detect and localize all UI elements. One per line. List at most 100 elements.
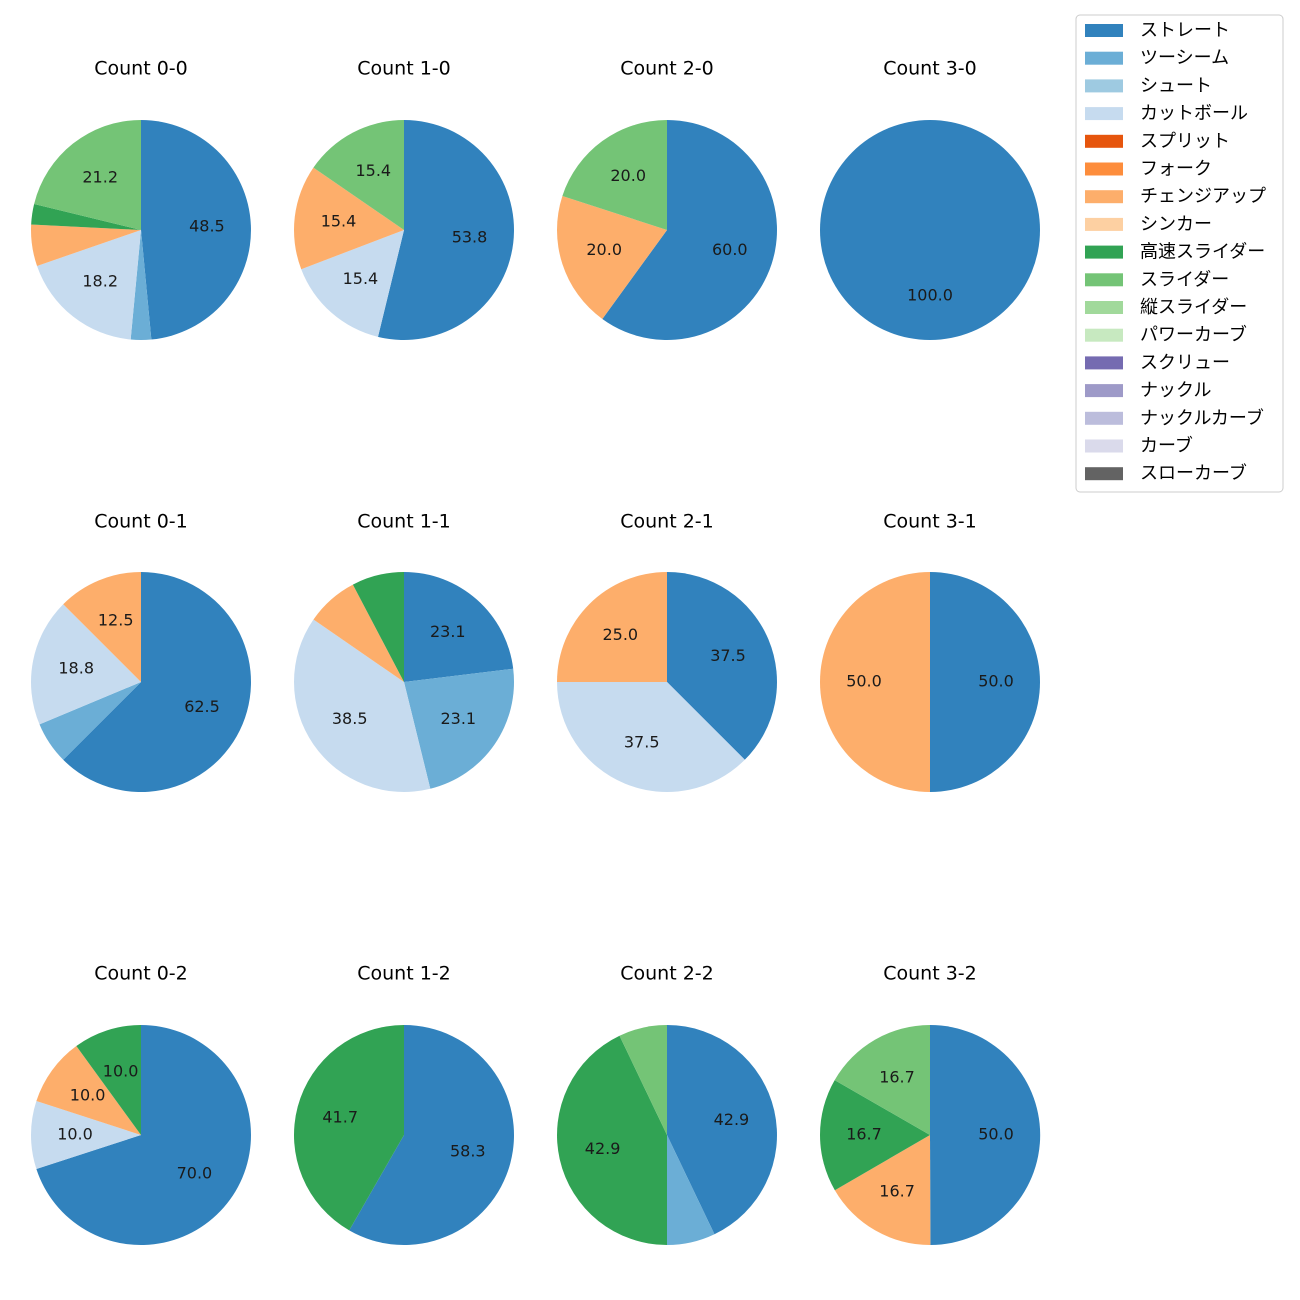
slice-label: 58.3 bbox=[450, 1142, 486, 1161]
pie-slice bbox=[557, 1035, 667, 1245]
pie-slice bbox=[34, 120, 142, 230]
legend-swatch bbox=[1085, 217, 1123, 231]
pie-slice bbox=[37, 230, 141, 340]
pie-slice bbox=[76, 1025, 141, 1135]
slice-label: 53.8 bbox=[452, 227, 488, 246]
slice-label: 20.0 bbox=[586, 240, 622, 259]
legend-swatch bbox=[1085, 79, 1123, 93]
legend-swatch bbox=[1085, 356, 1123, 370]
legend-item: ナックルカーブ bbox=[1085, 407, 1264, 429]
pie-slice bbox=[141, 120, 251, 340]
pie-chart: Count 3-2 50.0 16.7 16.7 16.7 bbox=[819, 963, 1041, 1246]
legend-swatch bbox=[1085, 439, 1123, 453]
legend-swatch bbox=[1085, 134, 1123, 148]
pie-slice bbox=[820, 120, 1040, 340]
pie-title: Count 1-0 bbox=[357, 58, 451, 80]
pie-title: Count 0-1 bbox=[94, 511, 188, 533]
slice-label: 15.4 bbox=[343, 269, 379, 288]
pie-title: Count 2-1 bbox=[620, 511, 714, 533]
pie-title: Count 3-0 bbox=[883, 58, 977, 80]
legend-label: スクリュー bbox=[1140, 352, 1230, 373]
slice-label: 16.7 bbox=[879, 1182, 915, 1201]
slice-label: 16.7 bbox=[879, 1067, 915, 1086]
slice-label: 50.0 bbox=[978, 1124, 1014, 1143]
pie-slice bbox=[667, 1025, 777, 1235]
pie-slice bbox=[130, 230, 152, 340]
pie-title: Count 2-0 bbox=[620, 58, 714, 80]
legend-swatch bbox=[1085, 273, 1123, 287]
pie-slice bbox=[313, 120, 404, 230]
pie-slice bbox=[293, 619, 431, 792]
slice-label: 42.9 bbox=[714, 1110, 750, 1129]
pie-slice bbox=[313, 584, 404, 682]
pie-slice bbox=[30, 1101, 142, 1169]
slice-label: 16.7 bbox=[846, 1125, 882, 1144]
legend-item: スプリット bbox=[1085, 131, 1230, 152]
legend-swatch bbox=[1085, 384, 1123, 398]
pie-slice bbox=[404, 572, 514, 682]
slice-label: 62.5 bbox=[184, 697, 220, 716]
pie-slice bbox=[63, 572, 141, 682]
pie-slice bbox=[820, 572, 930, 792]
pie-chart: Count 1-1 23.1 23.1 38.5 bbox=[293, 511, 515, 792]
pie-title: Count 2-2 bbox=[620, 963, 714, 985]
pie-slice bbox=[667, 572, 777, 760]
legend-label: スローカーブ bbox=[1140, 462, 1247, 484]
pie-slice bbox=[293, 1025, 404, 1231]
pie-slice bbox=[31, 604, 142, 725]
slice-label: 25.0 bbox=[602, 625, 638, 644]
legend-swatch bbox=[1085, 245, 1123, 259]
pie-slice bbox=[352, 572, 404, 682]
pie-slice bbox=[557, 572, 667, 682]
legend-label: スライダー bbox=[1140, 269, 1229, 290]
legend-item: スライダー bbox=[1085, 269, 1229, 290]
legend-item: チェンジアップ bbox=[1085, 186, 1266, 207]
slice-label: 23.1 bbox=[440, 709, 476, 728]
legend-swatch bbox=[1085, 190, 1123, 204]
pie-slice bbox=[834, 1135, 931, 1246]
legend-swatch bbox=[1085, 24, 1123, 37]
pies-group: Count 0-0 48.5 18.2 21.2 Count 1-0 53.8 15.4 15… bbox=[30, 58, 1041, 1246]
legend-item: シュート bbox=[1085, 75, 1212, 96]
pie-slice bbox=[834, 1025, 930, 1135]
pie-slice bbox=[31, 224, 141, 266]
legend-label: ストレート bbox=[1140, 20, 1230, 41]
pie-slice bbox=[930, 572, 1040, 792]
legend-item: パワーカーブ bbox=[1085, 324, 1247, 346]
pie-slice bbox=[349, 1025, 514, 1245]
legend-label: ナックルカーブ bbox=[1140, 407, 1264, 429]
slice-label: 20.0 bbox=[610, 166, 646, 185]
pie-slice bbox=[619, 1025, 667, 1135]
slice-label: 10.0 bbox=[70, 1086, 106, 1105]
pie-chart: Count 3-1 50.0 50.0 bbox=[820, 511, 1040, 792]
legend-label: チェンジアップ bbox=[1140, 186, 1266, 207]
legend-swatch bbox=[1085, 162, 1123, 176]
slice-label: 37.5 bbox=[624, 733, 660, 752]
pie-slice bbox=[667, 1135, 715, 1245]
legend-item: フォーク bbox=[1085, 159, 1212, 180]
legend-swatch bbox=[1085, 107, 1123, 121]
slice-label: 18.8 bbox=[58, 659, 94, 678]
legend-label: シュート bbox=[1140, 75, 1212, 96]
legend-item: ツーシーム bbox=[1085, 48, 1229, 69]
pie-chart: Count 0-0 48.5 18.2 21.2 bbox=[31, 58, 251, 340]
slice-label: 15.4 bbox=[355, 161, 391, 180]
pie-slice bbox=[930, 1024, 1041, 1245]
legend-label: 縦スライダー bbox=[1140, 297, 1247, 318]
slice-label: 100.0 bbox=[907, 286, 953, 305]
legend-item: スクリュー bbox=[1085, 352, 1230, 373]
slice-label: 41.7 bbox=[322, 1108, 358, 1127]
pie-title: Count 3-1 bbox=[883, 511, 977, 533]
legend-item: 縦スライダー bbox=[1085, 297, 1247, 318]
legend-label: ツーシーム bbox=[1140, 48, 1229, 69]
pie-slice bbox=[556, 196, 667, 319]
legend-label: カーブ bbox=[1140, 435, 1193, 457]
legend-item: ナックル bbox=[1085, 380, 1211, 401]
pie-slice bbox=[31, 203, 141, 230]
legend-frame bbox=[1075, 14, 1284, 493]
legend-swatch bbox=[1085, 301, 1123, 314]
slice-label: 10.0 bbox=[103, 1062, 139, 1081]
legend-label: シンカー bbox=[1140, 214, 1212, 235]
legend-item: スローカーブ bbox=[1085, 462, 1247, 484]
